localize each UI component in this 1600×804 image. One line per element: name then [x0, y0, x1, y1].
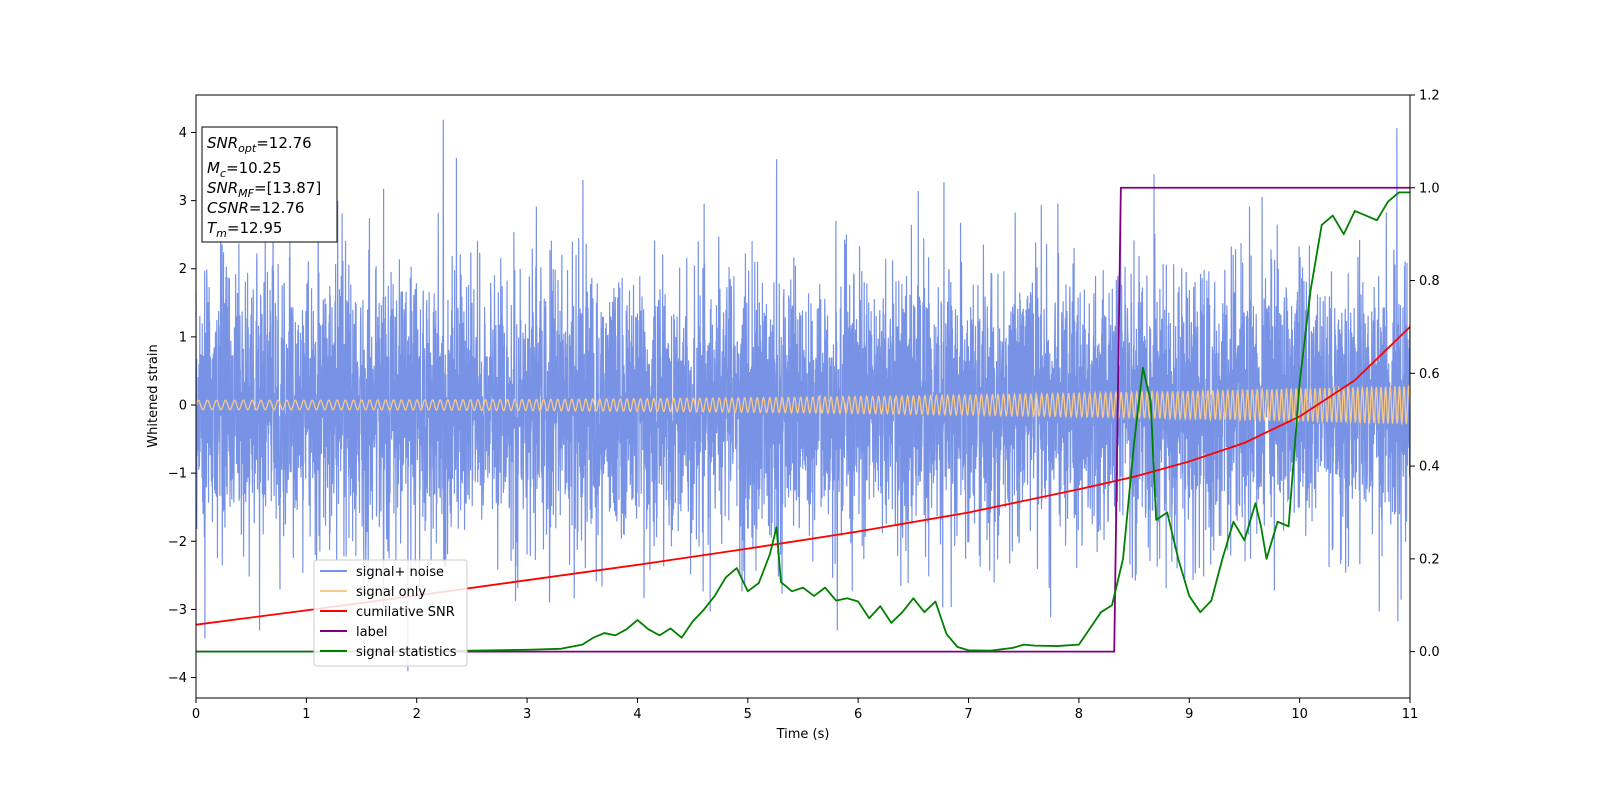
y-right-tick-label: 1.2 [1419, 89, 1440, 104]
info-box-frame [201, 126, 338, 243]
x-tick-label: 1 [302, 707, 310, 722]
y-left-tick-label: 0 [179, 399, 187, 414]
x-tick-label: 10 [1291, 707, 1308, 722]
info-snr-mf: SNRMF=[13.87] [207, 179, 321, 200]
info-box: SNRopt=12.76 Mc=10.25 SNRMF=[13.87] CSNR… [201, 126, 338, 243]
legend-label-signal-noise: signal+ noise [356, 565, 444, 580]
y-right-tick-label: 1.0 [1419, 181, 1440, 196]
legend-label-signal-statistics: signal statistics [356, 645, 457, 660]
series-line-signal-statistics [196, 191, 1410, 653]
series-line-label [196, 186, 1410, 653]
y-left-tick-label: −1 [168, 467, 187, 482]
series-line-signal-only [196, 384, 1410, 426]
x-tick-label: 11 [1402, 707, 1419, 722]
x-tick-label: 4 [633, 707, 641, 722]
y-left-tick-label: −4 [168, 671, 187, 686]
y-right-tick-label: 0.4 [1419, 460, 1440, 475]
x-tick-label: 3 [523, 707, 531, 722]
legend-label-label: label [356, 625, 387, 640]
ticks-layer: 0 1 2 3 4 5 6 7 8 9 10 11 −4 −3 −2 −1 0 1 2 3 4 0.0 0.2 0.4 0.6 0… [168, 89, 1440, 723]
info-snr-opt: SNRopt=12.76 [207, 134, 312, 155]
x-tick-label: 7 [964, 707, 972, 722]
info-tm: Tm=12.95 [207, 219, 282, 240]
legend-frame [313, 559, 468, 667]
x-tick-label: 0 [192, 707, 200, 722]
x-tick-label: 6 [854, 707, 862, 722]
y-left-tick-label: 3 [179, 194, 187, 209]
y-left-tick-label: 4 [179, 126, 187, 141]
y-right-tick-label: 0.0 [1419, 645, 1440, 660]
y-right-tick-label: 0.8 [1419, 274, 1440, 289]
y-left-tick-label: 2 [179, 262, 187, 277]
plot-frame [195, 94, 1411, 699]
y-axis-label: Whitened strain [146, 344, 161, 447]
y-right-tick-label: 0.6 [1419, 367, 1440, 382]
y-right-tick-label: 0.2 [1419, 552, 1440, 567]
y-left-tick-label: −2 [168, 535, 187, 550]
info-csnr: CSNR=12.76 [207, 199, 304, 217]
legend: signal+ noise signal only cumilative SNR… [313, 559, 468, 667]
x-axis-label: Time (s) [776, 727, 830, 742]
x-tick-label: 5 [744, 707, 752, 722]
y-left-tick-label: −3 [168, 603, 187, 618]
x-tick-label: 2 [413, 707, 421, 722]
x-tick-label: 9 [1185, 707, 1193, 722]
info-mc: Mc=10.25 [207, 159, 282, 180]
legend-label-cumulative-snr: cumilative SNR [356, 605, 455, 620]
y-left-tick-label: 1 [179, 330, 187, 345]
legend-label-signal-only: signal only [356, 585, 426, 600]
x-tick-label: 8 [1075, 707, 1083, 722]
